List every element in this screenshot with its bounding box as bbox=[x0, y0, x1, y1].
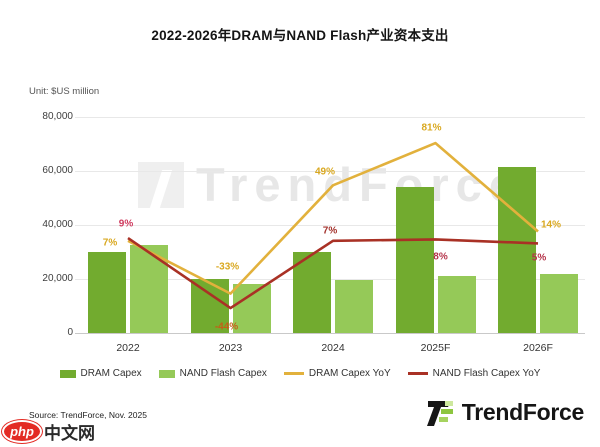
trendforce-logo-icon bbox=[426, 401, 453, 426]
gridline-60000 bbox=[75, 170, 585, 172]
x-category-label-2022: 2022 bbox=[116, 342, 140, 354]
x-category-label-2023: 2023 bbox=[218, 342, 243, 354]
yoy-lines bbox=[127, 141, 539, 310]
legend-item-nand-flash-capex: NAND Flash Capex bbox=[158, 368, 267, 379]
bar-nand-flash-capex-2026F bbox=[540, 273, 578, 333]
x-category-label-2025F: 2025F bbox=[420, 342, 451, 354]
yoy-label-dram-capex-yoy-2025F: 81% bbox=[421, 122, 442, 134]
phpcn-watermark-badge: php 中文网 bbox=[2, 419, 95, 444]
yoy-label-dram-capex-yoy-2022: 7% bbox=[102, 237, 118, 249]
yoy-label-dram-capex-yoy-2023: -33% bbox=[215, 261, 240, 273]
bar-nand-flash-capex-2024 bbox=[335, 280, 373, 333]
y-tick-label: 20,000 bbox=[42, 273, 73, 284]
yoy-label-nand-flash-capex-yoy-2022: 9% bbox=[118, 218, 134, 230]
dram-capex-yoy-swatch bbox=[283, 372, 304, 375]
dram-capex-swatch bbox=[59, 369, 76, 378]
y-tick-label: 0 bbox=[67, 327, 73, 338]
yoy-label-nand-flash-capex-yoy-2025F: 8% bbox=[433, 251, 448, 263]
page-title: 2022-2026年DRAM与NAND Flash产业资本支出 bbox=[151, 28, 449, 43]
bar-dram-capex-2025F bbox=[395, 187, 434, 333]
legend-item-dram-capex: DRAM Capex bbox=[59, 368, 142, 379]
php-logo-icon: php bbox=[2, 420, 42, 443]
legend-label: DRAM Capex YoY bbox=[308, 368, 391, 379]
bar-dram-capex-2026F bbox=[498, 166, 536, 333]
yoy-label-nand-flash-capex-yoy-2026F: 5% bbox=[531, 252, 547, 264]
trendforce-logo: TrendForce bbox=[425, 397, 584, 427]
y-tick-label: 60,000 bbox=[42, 165, 73, 176]
dram-capex-yoy-line bbox=[127, 141, 539, 295]
php-logo-text: php bbox=[10, 424, 34, 439]
plot-area: 0 20,000 40,000 60,000 80,000 2022 2023 2024 202… bbox=[42, 110, 585, 354]
unit-label: Unit: $US million bbox=[29, 86, 100, 97]
gridline-40000 bbox=[75, 224, 585, 226]
legend-label: NAND Flash Capex bbox=[179, 368, 267, 379]
yoy-label-nand-flash-capex-yoy-2023: -44% bbox=[214, 321, 239, 333]
y-tick-label: 40,000 bbox=[42, 219, 73, 230]
legend-item-dram-capex-yoy: DRAM Capex YoY bbox=[283, 368, 391, 379]
yoy-label-dram-capex-yoy-2026F: 14% bbox=[540, 219, 562, 231]
legend-item-nand-flash-capex-yoy: NAND Flash Capex YoY bbox=[407, 368, 541, 379]
legend-label: NAND Flash Capex YoY bbox=[432, 368, 541, 379]
phpcn-text: 中文网 bbox=[44, 424, 95, 443]
yoy-label-nand-flash-capex-yoy-2024: 7% bbox=[322, 225, 338, 237]
legend-label: DRAM Capex bbox=[80, 368, 142, 379]
nand-flash-capex-yoy-line bbox=[127, 237, 539, 310]
yoy-label-dram-capex-yoy-2024: 49% bbox=[314, 166, 336, 178]
bar-dram-capex-2022 bbox=[88, 252, 126, 333]
nand-flash-capex-yoy-swatch bbox=[407, 372, 428, 375]
legend: DRAM Capex NAND Flash Capex DRAM Capex Y… bbox=[0, 368, 600, 379]
gridline-0 bbox=[75, 332, 585, 334]
bar-dram-capex-2024 bbox=[293, 252, 331, 333]
trendforce-logo-text: TrendForce bbox=[461, 398, 585, 425]
y-tick-label: 80,000 bbox=[42, 111, 73, 122]
x-category-label-2026F: 2026F bbox=[523, 342, 553, 354]
bar-nand-flash-capex-2025F bbox=[437, 276, 476, 333]
gridline-80000 bbox=[75, 116, 585, 118]
bar-nand-flash-capex-2023 bbox=[232, 284, 271, 333]
source-note: Source: TrendForce, Nov. 2025 bbox=[29, 410, 147, 420]
x-category-label-2024: 2024 bbox=[321, 342, 345, 354]
nand-flash-capex-swatch bbox=[158, 369, 175, 378]
